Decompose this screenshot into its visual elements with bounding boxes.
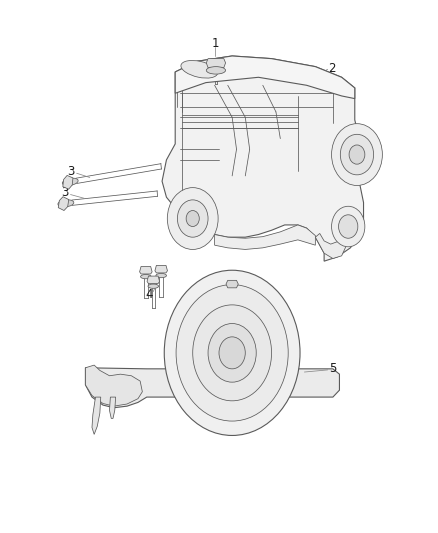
Circle shape (332, 206, 365, 247)
Circle shape (219, 337, 245, 369)
Polygon shape (147, 276, 159, 284)
Polygon shape (215, 225, 315, 249)
Text: 4: 4 (145, 288, 153, 301)
Circle shape (339, 215, 358, 238)
Polygon shape (162, 56, 364, 261)
Circle shape (164, 270, 300, 435)
Text: 3: 3 (67, 165, 74, 178)
Circle shape (177, 200, 208, 237)
Circle shape (167, 188, 218, 249)
Circle shape (186, 211, 199, 227)
Polygon shape (92, 397, 101, 434)
Ellipse shape (141, 274, 151, 279)
Ellipse shape (181, 60, 218, 78)
Circle shape (193, 305, 272, 401)
Ellipse shape (148, 284, 159, 288)
Text: 5: 5 (329, 362, 336, 375)
Circle shape (349, 145, 365, 164)
Polygon shape (85, 368, 339, 408)
Polygon shape (58, 197, 69, 211)
Polygon shape (315, 233, 346, 259)
Polygon shape (171, 205, 215, 233)
Text: 1: 1 (212, 37, 219, 50)
Polygon shape (206, 59, 226, 68)
Polygon shape (175, 56, 355, 99)
Polygon shape (85, 365, 142, 406)
Polygon shape (155, 265, 167, 273)
Polygon shape (226, 280, 238, 288)
Ellipse shape (156, 273, 166, 278)
Circle shape (176, 285, 288, 421)
Circle shape (332, 124, 382, 185)
Polygon shape (140, 266, 152, 274)
Polygon shape (63, 175, 73, 189)
Ellipse shape (58, 200, 74, 207)
Ellipse shape (62, 178, 78, 185)
Circle shape (340, 134, 374, 175)
Text: 3: 3 (61, 187, 68, 199)
Text: 2: 2 (328, 62, 336, 75)
Circle shape (208, 324, 256, 382)
Polygon shape (110, 397, 116, 418)
Ellipse shape (206, 67, 226, 74)
